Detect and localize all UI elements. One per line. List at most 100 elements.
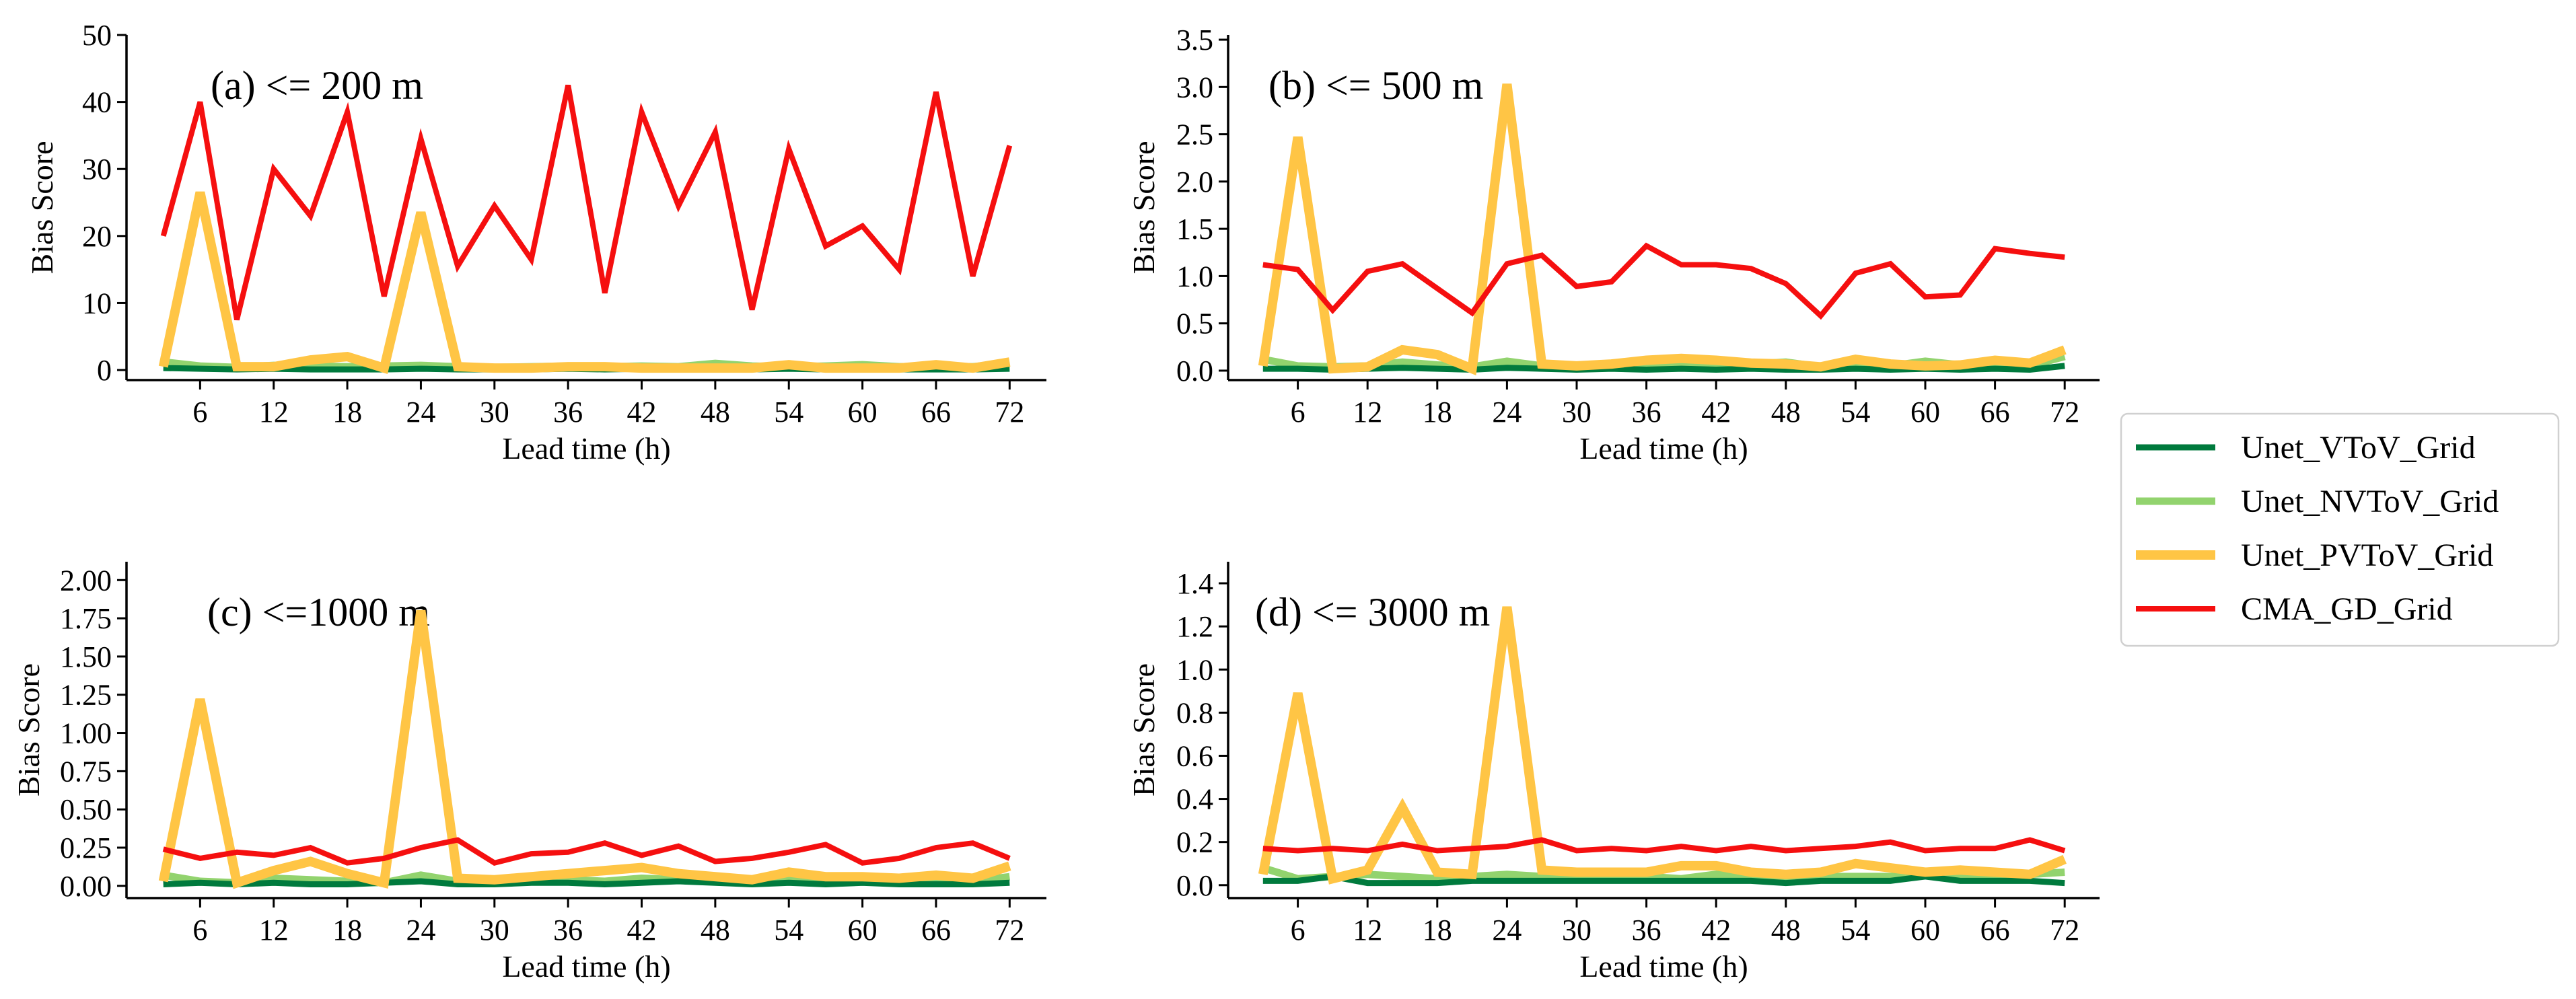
- y-tick-label: 0.75: [60, 755, 112, 788]
- panel-title: (d) <= 3000 m: [1255, 590, 1490, 634]
- series-line-cma-gd-grid: [1262, 837, 2066, 854]
- series-line-unet-vtov-grid: [1262, 873, 2065, 887]
- x-tick-label: 54: [1840, 914, 1870, 947]
- y-tick-label: 0.6: [1176, 739, 1213, 772]
- x-tick-label: 6: [192, 914, 207, 947]
- x-tick-label: 18: [332, 396, 362, 429]
- x-tick-label: 42: [627, 914, 657, 947]
- y-axis-label: Bias Score: [25, 141, 59, 274]
- x-tick-label: 24: [406, 914, 435, 947]
- y-tick-label: 1.0: [1176, 653, 1213, 686]
- y-tick-label: 0.00: [60, 870, 112, 903]
- y-tick-label: 0: [97, 354, 112, 387]
- x-tick-label: 66: [921, 396, 951, 429]
- y-tick-label: 0.50: [60, 793, 112, 826]
- x-tick-label: 30: [480, 396, 509, 429]
- y-tick-label: 20: [82, 220, 112, 253]
- y-tick-label: 1.75: [60, 602, 112, 635]
- x-tick-label: 12: [1353, 396, 1382, 429]
- legend: Unet_VToV_Grid Unet_NVToV_Grid Unet_PVToV_…: [2120, 412, 2560, 647]
- x-tick-label: 66: [1980, 396, 2010, 429]
- legend-label: Unet_NVToV_Grid: [2241, 484, 2499, 519]
- x-tick-label: 6: [192, 396, 207, 429]
- series-line-unet-pvtov-grid: [1258, 606, 2067, 885]
- x-tick-label: 18: [332, 914, 362, 947]
- y-tick-label: 2.0: [1176, 165, 1213, 198]
- panel-title: (c) <=1000 m: [207, 590, 430, 634]
- x-tick-label: 48: [1771, 914, 1801, 947]
- y-tick-label: 0.25: [60, 831, 112, 864]
- x-tick-label: 48: [1771, 396, 1801, 429]
- chart-panel-3: 0.00 0.25 0.50 0.75 1.00 1.25 1.50 1.75 2.00 6 12 1…: [11, 562, 1046, 984]
- y-tick-label: 0.2: [1176, 826, 1213, 859]
- y-tick-label: 0.0: [1176, 355, 1213, 387]
- legend-label: Unet_VToV_Grid: [2241, 430, 2476, 466]
- y-tick-label: 0.8: [1176, 696, 1213, 729]
- x-tick-label: 54: [774, 914, 803, 947]
- x-tick-label: 12: [259, 396, 289, 429]
- y-tick-label: 1.4: [1176, 567, 1213, 600]
- y-tick-label: 1.00: [60, 717, 112, 750]
- x-tick-label: 36: [1632, 914, 1661, 947]
- legend-label: CMA_GD_Grid: [2241, 591, 2453, 627]
- chart-panel-1: 0 10 20 30 40 50 6 12 18 24 30 36 42 48 54 60 66 72 Lead t…: [25, 19, 1046, 466]
- y-tick-label: 30: [82, 153, 112, 186]
- y-tick-label: 40: [82, 86, 112, 119]
- x-tick-label: 48: [701, 396, 730, 429]
- x-tick-label: 24: [1492, 914, 1522, 947]
- y-tick-label: 10: [82, 287, 112, 320]
- x-tick-label: 30: [480, 914, 509, 947]
- chart-panel-4: 0.0 0.2 0.4 0.6 0.8 1.0 1.2 1.4 6 12 18 24 30 36 42 48 5…: [1126, 562, 2100, 984]
- x-axis-label: Lead time (h): [1579, 431, 1748, 466]
- x-tick-label: 36: [1632, 396, 1661, 429]
- x-tick-label: 12: [1353, 914, 1382, 947]
- x-tick-label: 72: [995, 914, 1024, 947]
- y-axis-label: Bias Score: [11, 663, 46, 797]
- y-tick-label: 2.00: [60, 564, 112, 597]
- x-tick-label: 72: [995, 396, 1024, 429]
- y-tick-label: 3.0: [1176, 71, 1213, 104]
- y-tick-label: 1.2: [1176, 610, 1213, 643]
- x-tick-label: 6: [1291, 396, 1305, 429]
- x-tick-label: 12: [259, 914, 289, 947]
- panel-title: (b) <= 500 m: [1268, 63, 1483, 108]
- panel-title: (a) <= 200 m: [211, 63, 423, 108]
- y-tick-label: 1.5: [1176, 213, 1213, 246]
- x-tick-label: 6: [1291, 914, 1305, 947]
- y-tick-label: 1.50: [60, 640, 112, 673]
- x-tick-label: 60: [848, 396, 878, 429]
- x-axis-label: Lead time (h): [502, 949, 670, 984]
- x-tick-label: 30: [1562, 914, 1591, 947]
- x-tick-label: 36: [553, 396, 583, 429]
- x-tick-label: 66: [1980, 914, 2010, 947]
- x-tick-label: 72: [2050, 396, 2079, 429]
- series-line-unet-pvtov-grid: [158, 609, 1011, 889]
- x-tick-label: 42: [1701, 396, 1731, 429]
- y-axis-label: Bias Score: [1126, 141, 1161, 274]
- x-axis-label: Lead time (h): [502, 431, 670, 466]
- x-tick-label: 48: [701, 914, 730, 947]
- y-tick-label: 1.0: [1176, 260, 1213, 293]
- x-tick-label: 66: [921, 914, 951, 947]
- y-tick-label: 3.5: [1176, 24, 1213, 57]
- x-tick-label: 24: [1492, 396, 1522, 429]
- chart-panel-2: 0.0 0.5 1.0 1.5 2.0 2.5 3.0 3.5 6 12 18 24 30 36 42 48 5…: [1126, 24, 2100, 466]
- series-line-cma-gd-grid: [160, 84, 1013, 321]
- legend-label: Unet_PVToV_Grid: [2241, 538, 2493, 573]
- x-tick-label: 60: [1910, 914, 1940, 947]
- y-tick-label: 0.5: [1176, 307, 1213, 340]
- legend-frame: [2120, 412, 2560, 647]
- x-tick-label: 18: [1423, 396, 1452, 429]
- x-tick-label: 60: [848, 914, 878, 947]
- series-line-cma-gd-grid: [1262, 242, 2065, 320]
- y-axis-label: Bias Score: [1126, 663, 1161, 797]
- x-tick-label: 18: [1423, 914, 1452, 947]
- x-tick-label: 54: [774, 396, 803, 429]
- y-tick-label: 50: [82, 19, 112, 52]
- x-tick-label: 24: [406, 396, 435, 429]
- x-tick-label: 42: [1701, 914, 1731, 947]
- y-tick-label: 2.5: [1176, 118, 1213, 151]
- x-tick-label: 60: [1910, 396, 1940, 429]
